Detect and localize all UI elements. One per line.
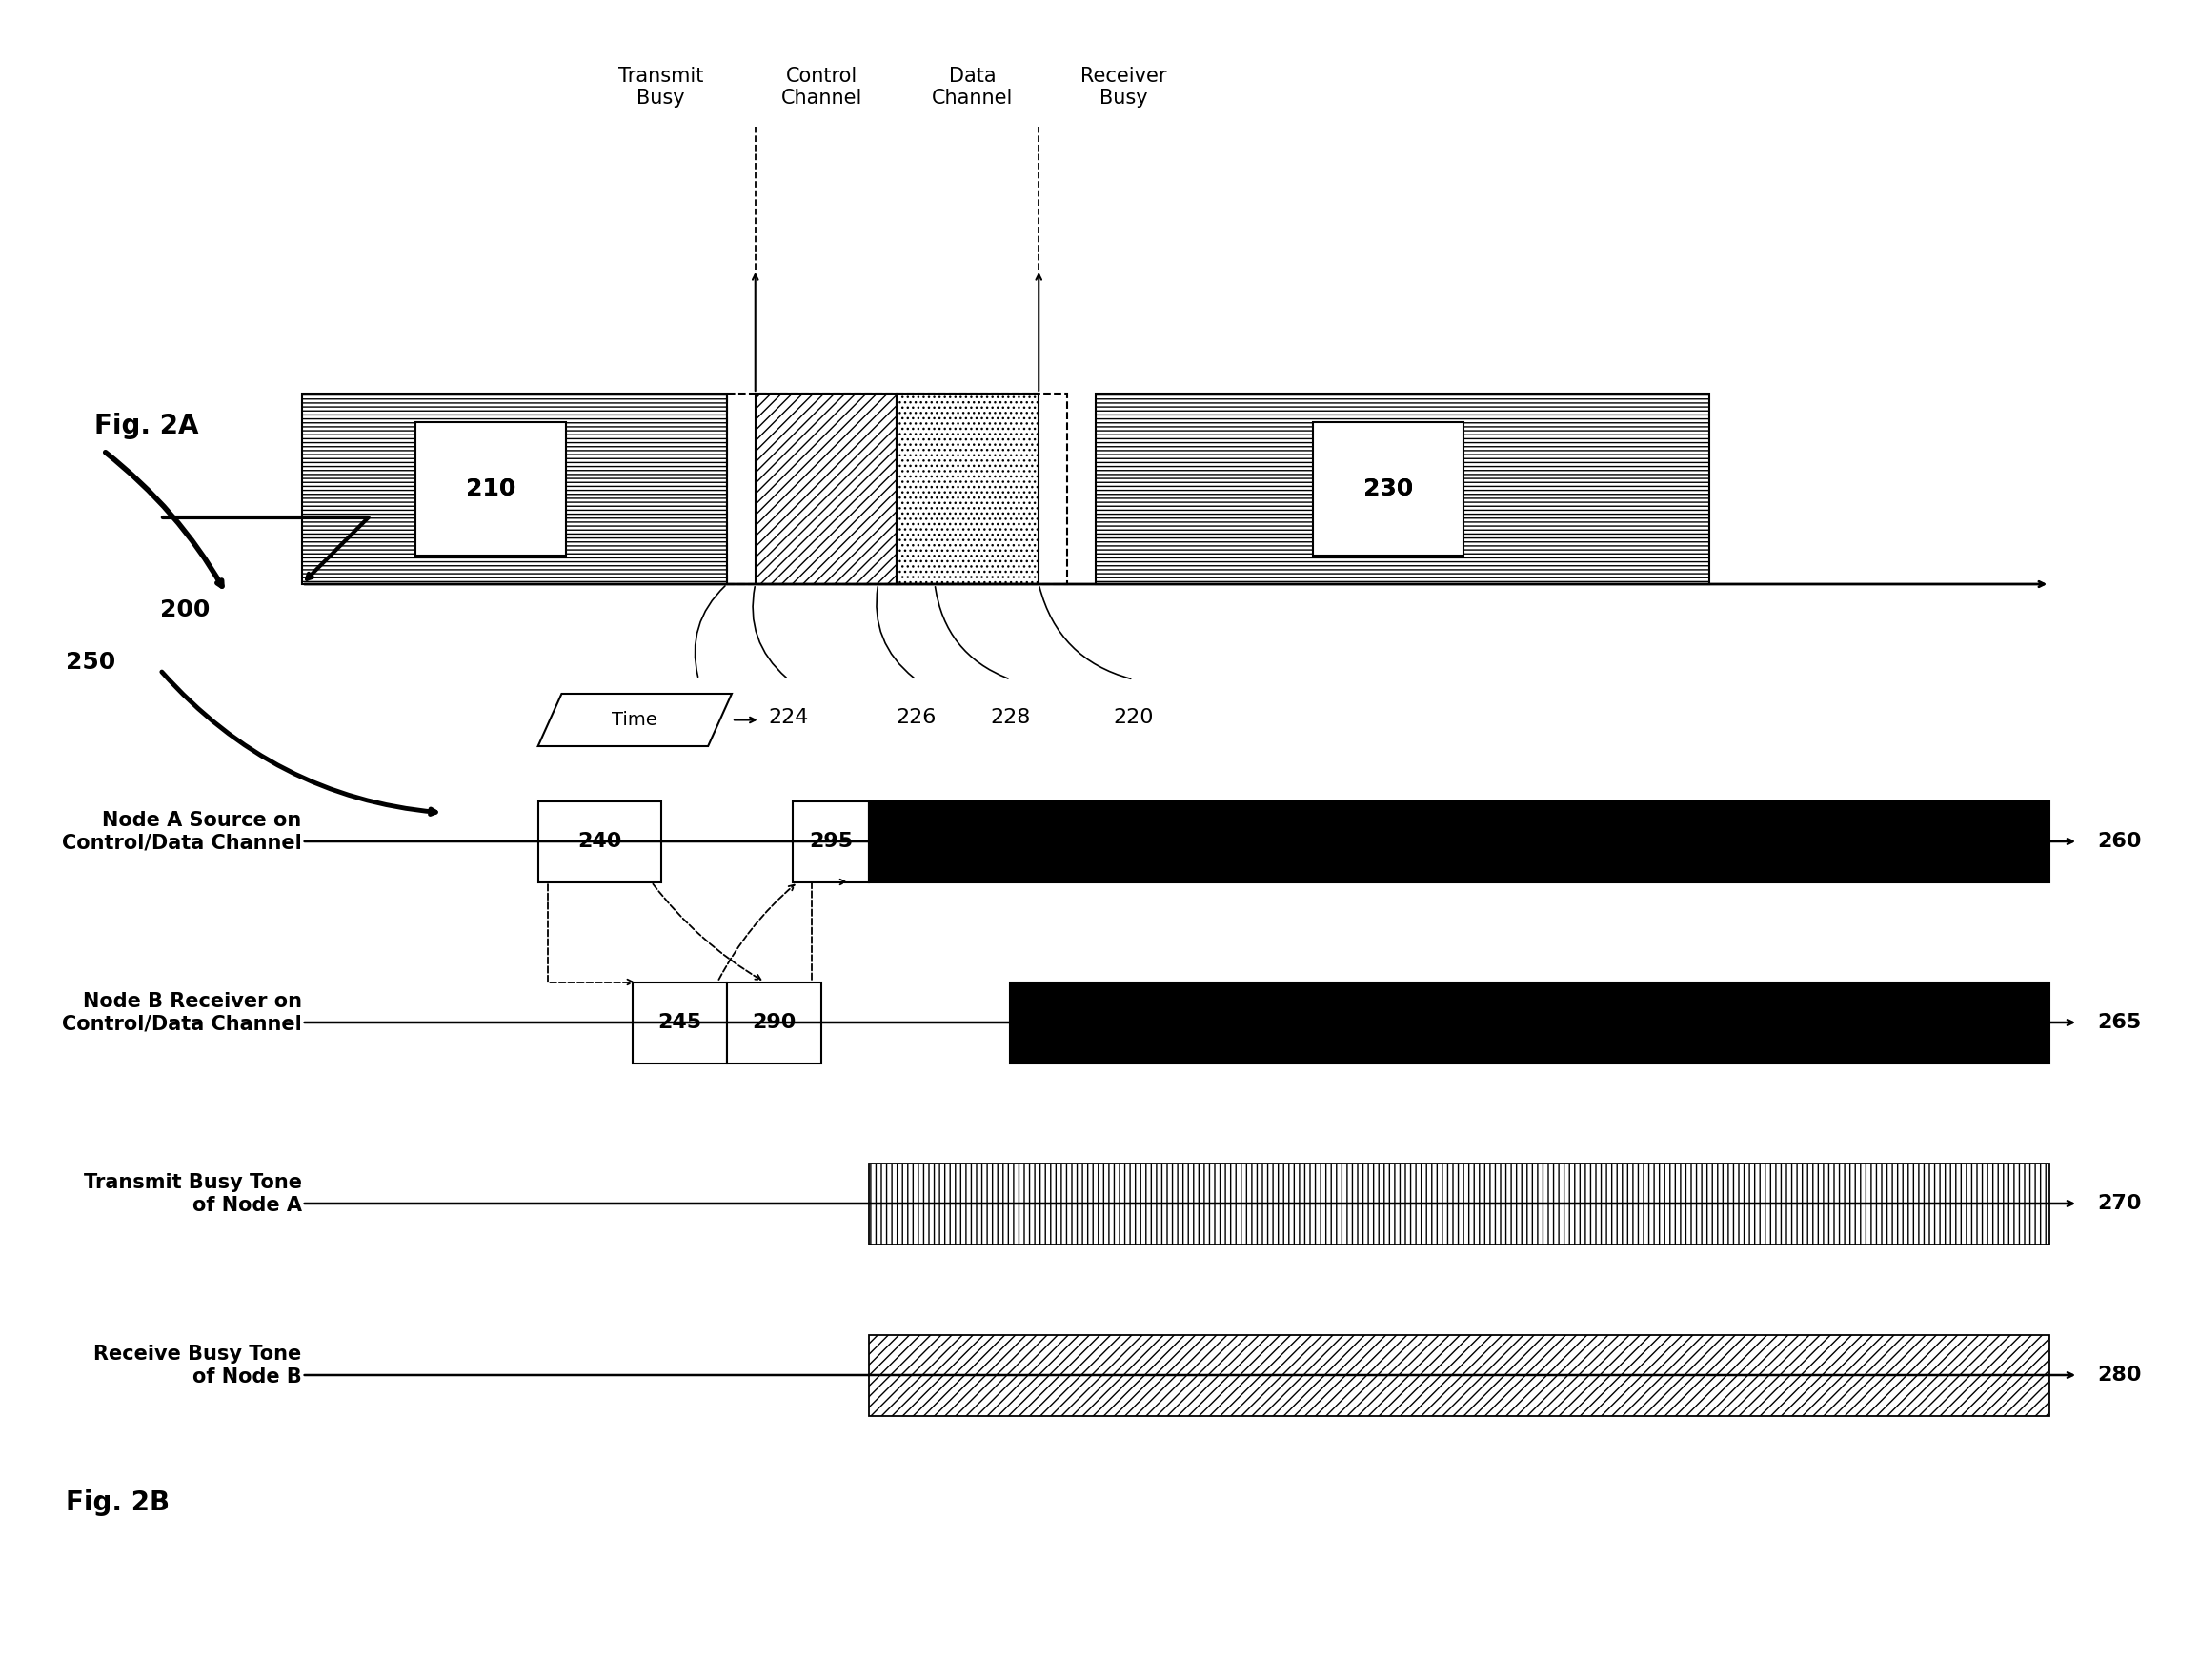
Bar [728,983,822,1063]
Text: 220: 220 [1113,707,1154,727]
Text: 226: 226 [895,707,937,727]
Bar [869,801,2049,882]
Bar [416,422,567,556]
Text: 222: 222 [679,707,719,727]
Text: 270: 270 [2098,1194,2142,1213]
Text: Receiver
Busy: Receiver Busy [1080,67,1168,108]
Text: 230: 230 [1363,477,1414,501]
Text: Transmit Busy Tone
of Node A: Transmit Busy Tone of Node A [84,1173,301,1215]
Bar [869,1163,2049,1243]
Text: 240: 240 [578,832,622,852]
Text: Node B Receiver on
Control/Data Channel: Node B Receiver on Control/Data Channel [62,993,301,1033]
Text: Data
Channel: Data Channel [932,67,1014,108]
Bar [633,983,728,1063]
Bar [539,801,662,882]
Bar [869,1334,2049,1416]
Text: 265: 265 [2098,1013,2142,1032]
Text: 224: 224 [767,707,809,727]
Text: 260: 260 [2098,832,2142,852]
Text: 230: 230 [1363,477,1414,501]
Text: 245: 245 [658,1013,701,1032]
Text: 210: 210 [466,477,517,501]
Bar [301,393,728,585]
Text: Receive Busy Tone
of Node B: Receive Busy Tone of Node B [95,1346,301,1386]
Text: 228: 228 [990,707,1031,727]
Text: 250: 250 [66,650,114,674]
Text: Fig. 2B: Fig. 2B [66,1490,169,1515]
Bar [754,393,897,585]
Text: 280: 280 [2098,1366,2142,1384]
Text: Node A Source on
Control/Data Channel: Node A Source on Control/Data Channel [62,811,301,852]
Text: Fig. 2A: Fig. 2A [95,413,198,438]
Text: 290: 290 [752,1013,796,1032]
Bar [1009,983,2049,1063]
Bar [1313,422,1465,556]
Bar [1095,393,1709,585]
Bar [897,393,1038,585]
Text: 200: 200 [161,598,209,622]
Text: 210: 210 [466,477,517,501]
Bar [728,393,1067,585]
Polygon shape [539,694,732,746]
Text: Time: Time [611,711,658,729]
Bar [794,801,869,882]
Text: 295: 295 [809,832,853,852]
Text: Control
Channel: Control Channel [781,67,862,108]
Text: Transmit
Busy: Transmit Busy [618,67,704,108]
